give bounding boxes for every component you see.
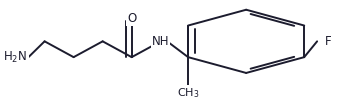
Text: H$_2$N: H$_2$N (3, 50, 28, 65)
Text: F: F (325, 35, 332, 48)
Text: CH$_3$: CH$_3$ (177, 86, 199, 100)
Text: NH: NH (152, 35, 169, 48)
Text: O: O (127, 12, 136, 25)
